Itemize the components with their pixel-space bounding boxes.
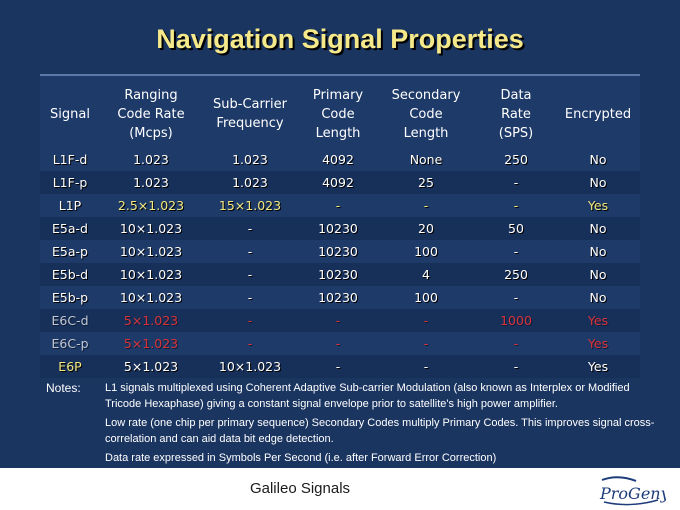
- cell-sub-carrier-frequency: -: [247, 313, 253, 328]
- cell-signal: E6P: [58, 359, 82, 374]
- cell-primary-code-length: 10230: [318, 221, 358, 236]
- cell-data-rate: 1000: [500, 313, 532, 328]
- cell-primary-code-length: 10230: [318, 290, 358, 305]
- cell-data-rate: 250: [504, 152, 528, 167]
- header-signal: Signal: [50, 106, 90, 122]
- cell-primary-code-length: -: [335, 359, 341, 374]
- cell-sub-carrier-frequency: -: [247, 267, 253, 282]
- notes-label: Notes:: [46, 381, 81, 395]
- slide-title: Navigation Signal Properties: [156, 24, 524, 54]
- table-row: E6P 5×1.023 10×1.023 - - - Yes: [40, 355, 640, 378]
- header-secondary-code-length: Secondary Code Length: [391, 87, 461, 141]
- cell-sub-carrier-frequency: 1.023: [232, 152, 268, 167]
- cell-secondary-code-length: -: [423, 336, 429, 351]
- table-row: L1F-d 1.023 1.023 4092 None 250 No: [40, 148, 640, 171]
- cell-sub-carrier-frequency: -: [247, 244, 253, 259]
- cell-primary-code-length: -: [335, 336, 341, 351]
- cell-data-rate: -: [513, 244, 519, 259]
- logo-text: ProGeny: [599, 484, 666, 503]
- cell-signal: L1F-p: [52, 175, 88, 190]
- cell-signal: E5a-d: [52, 221, 88, 236]
- cell-sub-carrier-frequency: -: [247, 290, 253, 305]
- cell-encrypted: No: [589, 221, 607, 236]
- cell-sub-carrier-frequency: 1.023: [232, 175, 268, 190]
- cell-primary-code-length: 4092: [322, 175, 354, 190]
- cell-primary-code-length: 4092: [322, 152, 354, 167]
- cell-signal: E5b-p: [51, 290, 89, 305]
- cell-encrypted: No: [589, 175, 607, 190]
- table-row: L1F-p 1.023 1.023 4092 25 - No: [40, 171, 640, 194]
- header-sub-carrier-frequency: Sub-Carrier Frequency: [213, 97, 287, 131]
- note-data-rate: Data rate expressed in Symbols Per Secon…: [105, 452, 497, 464]
- signal-properties-table: Signal Ranging Code Rate (Mcps) Sub-Carr…: [40, 74, 640, 378]
- cell-data-rate: -: [513, 198, 519, 213]
- cell-ranging-code-rate: 1.023: [133, 152, 169, 167]
- cell-data-rate: 50: [508, 221, 524, 236]
- cell-ranging-code-rate: 10×1.023: [119, 267, 183, 282]
- cell-encrypted: Yes: [587, 313, 609, 328]
- cell-sub-carrier-frequency: -: [247, 336, 253, 351]
- cell-signal: E5b-d: [51, 267, 89, 282]
- table-row: E5b-p 10×1.023 - 10230 100 - No: [40, 286, 640, 309]
- cell-data-rate: -: [513, 336, 519, 351]
- note-secondary-codes: Low rate (one chip per primary sequence)…: [105, 417, 655, 445]
- note-interplex: L1 signals multiplexed using Coherent Ad…: [105, 382, 630, 410]
- table-row: L1P 2.5×1.023 15×1.023 - - - Yes: [40, 194, 640, 217]
- cell-ranging-code-rate: 10×1.023: [119, 290, 183, 305]
- cell-signal: L1F-d: [52, 152, 88, 167]
- cell-primary-code-length: 10230: [318, 267, 358, 282]
- table-row: E5a-p 10×1.023 - 10230 100 - No: [40, 240, 640, 263]
- header-encrypted: Encrypted: [564, 106, 632, 122]
- cell-secondary-code-length: -: [423, 359, 429, 374]
- table-row: E6C-d 5×1.023 - - - 1000 Yes: [40, 309, 640, 332]
- cell-secondary-code-length: 4: [422, 267, 430, 282]
- cell-encrypted: No: [589, 152, 607, 167]
- cell-ranging-code-rate: 10×1.023: [119, 244, 183, 259]
- cell-data-rate: -: [513, 359, 519, 374]
- footer: Galileo Signals ProGeny: [0, 468, 680, 510]
- cell-sub-carrier-frequency: -: [247, 221, 253, 236]
- table-row: E6C-p 5×1.023 - - - - Yes: [40, 332, 640, 355]
- table-row: E5b-d 10×1.023 - 10230 4 250 No: [40, 263, 640, 286]
- cell-ranging-code-rate: 5×1.023: [123, 359, 179, 374]
- cell-primary-code-length: -: [335, 198, 341, 213]
- cell-secondary-code-length: 25: [418, 175, 434, 190]
- cell-encrypted: No: [589, 244, 607, 259]
- cell-encrypted: Yes: [587, 336, 609, 351]
- cell-secondary-code-length: 100: [414, 244, 438, 259]
- cell-ranging-code-rate: 5×1.023: [123, 336, 179, 351]
- cell-ranging-code-rate: 10×1.023: [119, 221, 183, 236]
- cell-data-rate: -: [513, 175, 519, 190]
- progeny-logo: ProGeny: [599, 476, 666, 506]
- cell-secondary-code-length: -: [423, 198, 429, 213]
- cell-sub-carrier-frequency: 15×1.023: [218, 198, 282, 213]
- notes: L1 signals multiplexed using Coherent Ad…: [105, 380, 665, 469]
- cell-encrypted: No: [589, 290, 607, 305]
- cell-signal: E6C-d: [51, 313, 89, 328]
- cell-encrypted: No: [589, 267, 607, 282]
- cell-secondary-code-length: 100: [414, 290, 438, 305]
- footer-title: Galileo Signals: [249, 480, 351, 497]
- table-row: E5a-d 10×1.023 - 10230 20 50 No: [40, 217, 640, 240]
- cell-sub-carrier-frequency: 10×1.023: [218, 359, 282, 374]
- cell-data-rate: -: [513, 290, 519, 305]
- cell-primary-code-length: -: [335, 313, 341, 328]
- cell-secondary-code-length: 20: [418, 221, 434, 236]
- cell-signal: E5a-p: [52, 244, 88, 259]
- cell-ranging-code-rate: 2.5×1.023: [117, 198, 185, 213]
- header-data-rate: Data Rate (SPS): [498, 87, 534, 141]
- cell-secondary-code-length: -: [423, 313, 429, 328]
- header-primary-code-length: Primary Code Length: [312, 87, 364, 141]
- cell-ranging-code-rate: 1.023: [133, 175, 169, 190]
- cell-signal: E6C-p: [51, 336, 89, 351]
- header-ranging-code-rate: Ranging Code Rate (Mcps): [117, 87, 185, 141]
- cell-encrypted: Yes: [587, 359, 609, 374]
- cell-ranging-code-rate: 5×1.023: [123, 313, 179, 328]
- cell-data-rate: 250: [504, 267, 528, 282]
- cell-encrypted: Yes: [587, 198, 609, 213]
- cell-primary-code-length: 10230: [318, 244, 358, 259]
- cell-secondary-code-length: None: [409, 152, 443, 167]
- cell-signal: L1P: [58, 198, 82, 213]
